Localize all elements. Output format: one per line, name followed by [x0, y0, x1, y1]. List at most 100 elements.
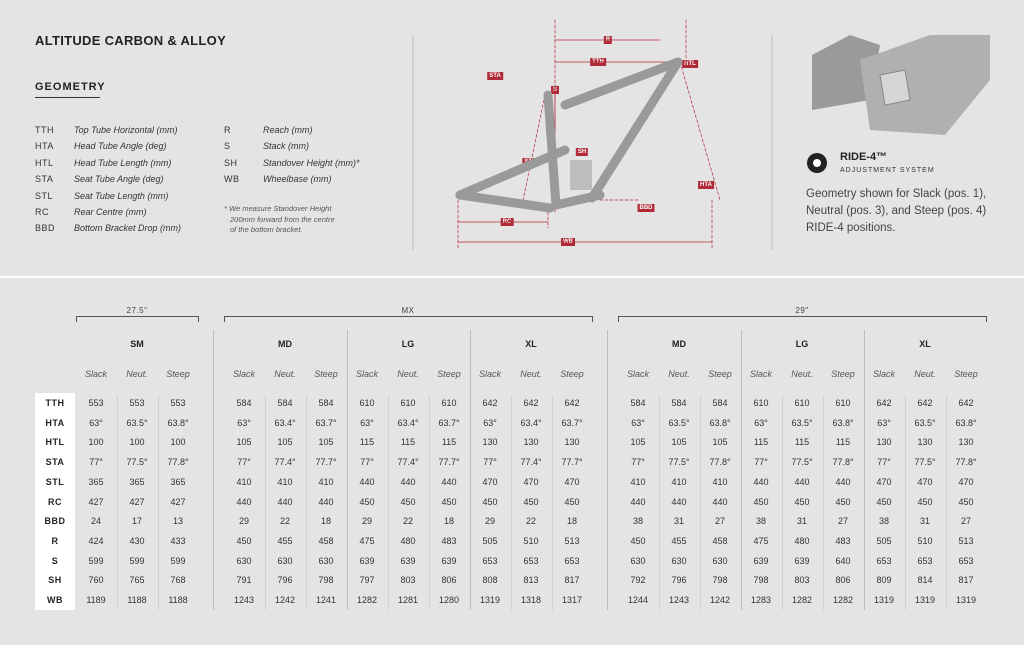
cell: 653: [876, 555, 892, 566]
cell: 630: [236, 555, 252, 566]
bracket-end: [986, 316, 987, 322]
cell: 809: [876, 575, 892, 586]
cell: 450: [523, 496, 539, 507]
cell: 63°: [631, 417, 645, 428]
cell: 806: [835, 575, 851, 586]
cell: 63.5°: [126, 417, 148, 428]
cell: 18: [443, 516, 455, 527]
cell: 642: [876, 398, 892, 408]
cell: 1281: [397, 595, 419, 605]
cell: 505: [876, 535, 892, 546]
cell: 639: [753, 555, 769, 566]
cell: 513: [958, 535, 974, 546]
cell: 63°: [754, 417, 768, 428]
title: ALTITUDE CARBON & ALLOY: [35, 33, 227, 48]
cell: 77.4°: [397, 457, 419, 468]
cell: 480: [400, 535, 416, 546]
cell: 130: [876, 437, 892, 448]
cell: 584: [671, 398, 687, 408]
cell: 130: [564, 437, 580, 448]
cell: 440: [277, 496, 293, 507]
cell: 642: [917, 398, 933, 408]
cell: 1280: [438, 595, 460, 605]
cell: 470: [876, 476, 892, 487]
legend-desc: Seat Tube Angle (deg): [74, 174, 164, 185]
size-label: LG: [401, 339, 415, 349]
position-label: Slack: [478, 369, 502, 379]
cell: 630: [671, 555, 687, 566]
group-bracket: [618, 316, 986, 317]
ride4-subtitle: ADJUSTMENT SYSTEM: [840, 167, 935, 174]
column-divider: [781, 395, 783, 610]
cell: 450: [917, 496, 933, 507]
column-divider: [510, 395, 512, 610]
cell: 450: [794, 496, 810, 507]
bracket-end: [592, 316, 593, 322]
bracket-end: [224, 316, 225, 322]
row-label: STA: [45, 457, 65, 468]
cell: 365: [129, 476, 145, 487]
legend-abbr: STA: [35, 174, 54, 185]
cell: 1241: [315, 595, 337, 605]
cell: 450: [564, 496, 580, 507]
cell: 584: [236, 398, 252, 408]
cell: 115: [359, 437, 375, 448]
ride4-text: Geometry shown for Slack (pos. 1),: [806, 188, 987, 200]
cell: 63.8°: [709, 417, 731, 428]
cell: 77°: [754, 457, 768, 468]
cell: 77.4°: [520, 457, 542, 468]
cell: 768: [170, 575, 186, 586]
cell: 653: [564, 555, 580, 566]
cell: 765: [129, 575, 145, 586]
bracket-end: [76, 316, 77, 322]
cell: 63.8°: [955, 417, 977, 428]
group-bracket: [76, 316, 198, 317]
size-divider: [606, 330, 608, 610]
cell: 1319: [873, 595, 895, 605]
cell: 510: [917, 535, 933, 546]
cell: 17: [131, 516, 143, 527]
cell: 610: [835, 398, 851, 408]
bracket-end: [618, 316, 619, 322]
group-label: 29": [795, 306, 809, 315]
cell: 584: [630, 398, 646, 408]
cell: 642: [564, 398, 580, 408]
cell: 31: [796, 516, 808, 527]
cell: 1282: [356, 595, 378, 605]
legend-abbr: RC: [35, 207, 49, 217]
diagram-label: SH: [575, 148, 589, 156]
cell: 63.4°: [274, 417, 296, 428]
row-label: STL: [45, 476, 65, 487]
cell: 760: [88, 575, 104, 586]
position-label: Neut.: [126, 369, 148, 379]
column-divider: [428, 395, 430, 610]
cell: 31: [673, 516, 685, 527]
legend-desc: Rear Centre (mm): [74, 207, 147, 217]
legend-abbr: SH: [224, 157, 238, 168]
cell: 505: [482, 535, 498, 546]
cell: 105: [630, 437, 646, 448]
cell: 610: [400, 398, 416, 408]
column-divider: [658, 395, 660, 610]
legend-desc: Standover Height (mm)*: [263, 157, 360, 168]
cell: 510: [523, 535, 539, 546]
cell: 640: [835, 555, 851, 566]
cell: 440: [359, 476, 375, 487]
note: * We measure Standover Height: [224, 204, 332, 213]
legend-abbr: HTA: [35, 141, 54, 152]
cell: 433: [170, 535, 186, 546]
cell: 599: [88, 555, 104, 566]
cell: 427: [129, 496, 145, 507]
cell: 639: [794, 555, 810, 566]
cell: 410: [236, 476, 252, 487]
cell: 31: [919, 516, 931, 527]
cell: 115: [753, 437, 769, 448]
column-divider: [699, 395, 701, 610]
cell: 450: [441, 496, 457, 507]
position-label: Slack: [355, 369, 379, 379]
cell: 470: [482, 476, 498, 487]
cell: 639: [441, 555, 457, 566]
cell: 130: [523, 437, 539, 448]
cell: 803: [400, 575, 416, 586]
legend-abbr: HTL: [35, 157, 54, 168]
